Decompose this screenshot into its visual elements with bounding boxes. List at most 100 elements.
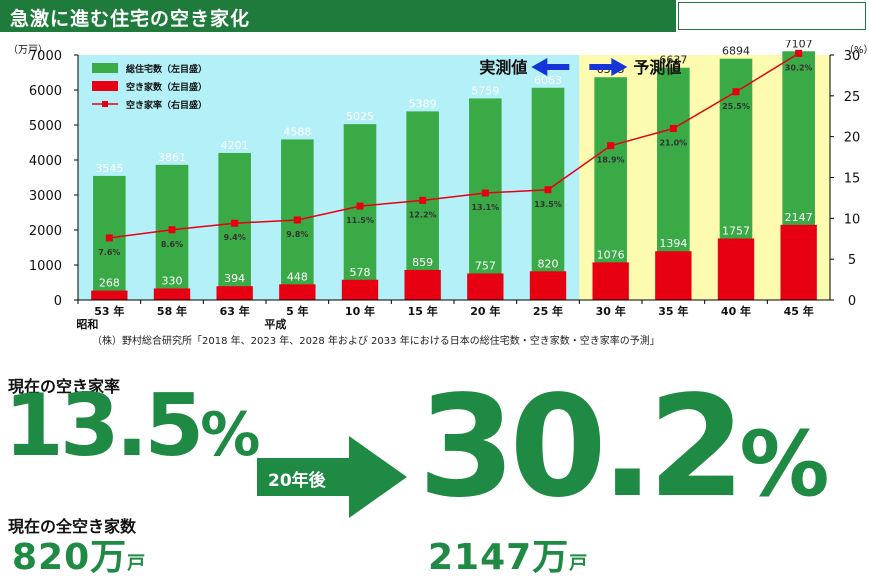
era-label-1: 平成 [264, 317, 286, 330]
right-tick-label-1: 5 [848, 253, 856, 268]
vacant-bar-9 [655, 251, 692, 300]
legend-label-vacant: 空き家数（左目盛） [126, 81, 207, 93]
region-labels: 実測値 予測値 [479, 58, 681, 77]
vacant-bar-0 [91, 290, 128, 300]
vacant-bar-4 [341, 279, 379, 300]
left-tick-label-4: 4000 [29, 154, 62, 169]
rate-label-0: 7.6% [98, 248, 120, 257]
arrow-left-icon [531, 58, 570, 76]
right-tick-label-4: 20 [844, 131, 861, 146]
right-tick-label-5: 25 [844, 90, 861, 105]
vacant-bar-3 [279, 284, 316, 300]
right-tick-label-6: 30 [844, 49, 861, 64]
legend-marker-rate [102, 101, 108, 107]
x-tick-label-4: 10 年 [345, 304, 375, 318]
x-tick-label-11: 45 年 [784, 304, 814, 318]
vacant-bar-6 [467, 273, 504, 300]
vacant-bar-8 [592, 262, 629, 300]
current-vacant-value: 820万戸 [12, 537, 147, 578]
rate-point-6 [481, 189, 489, 197]
total-housing-value-labels: 3545386142014588502553895759606363656637… [95, 40, 812, 175]
vacant-bar-10 [717, 238, 755, 300]
arrow-right-icon [257, 436, 407, 518]
rate-point-5 [419, 196, 427, 204]
left-tick-label-2: 2000 [29, 224, 62, 239]
vacancy-rate-line: 7.6% 8.6% 9.4% 9.8% 11.5% 12.2% 13.1% 13.5% 18.9… [98, 49, 813, 257]
x-tick-label-0: 53 年 [94, 304, 124, 318]
page-title: 急激に進む住宅の空き家化 [10, 8, 251, 30]
total-bar-4 [343, 124, 377, 300]
vacant-label-8: 1076 [597, 248, 625, 261]
rate-label-9: 21.0% [659, 139, 687, 148]
total-label-2: 4201 [221, 139, 249, 152]
rate-label-6: 13.1% [471, 203, 499, 212]
rate-label-11: 30.2% [785, 63, 813, 72]
vacant-label-0: 268 [99, 277, 120, 290]
rate-point-1 [168, 226, 176, 234]
arrow-right-blue-icon [589, 58, 628, 76]
vacant-value-labels: 268 330 394 448 578 859 757 820 1076 1394 1757 2147 [99, 211, 813, 290]
left-tick-label-7: 7000 [29, 49, 62, 64]
vacant-bar-5 [404, 269, 441, 300]
rate-label-8: 18.9% [597, 156, 625, 165]
vacant-label-1: 330 [162, 274, 183, 287]
vacant-label-11: 2147 [785, 211, 813, 224]
vacant-label-7: 820 [538, 257, 559, 270]
x-tick-label-2: 63 年 [220, 304, 250, 318]
housing-chart: 3545386142014588502553895759606363656637… [8, 40, 869, 330]
vacant-bar-1 [153, 288, 191, 300]
rate-point-2 [231, 219, 239, 227]
total-label-6: 5759 [471, 84, 499, 97]
left-tick-label-5: 5000 [29, 119, 62, 134]
right-axis-unit: （%） [844, 44, 869, 56]
rate-point-0 [105, 234, 113, 242]
vacant-label-9: 1394 [659, 237, 687, 250]
rate-label-5: 12.2% [409, 210, 437, 219]
region-label-actual: 実測値 [479, 58, 527, 77]
current-vacant-label: 現在の全空き家数 [8, 517, 137, 536]
total-label-9: 6637 [659, 54, 687, 67]
rate-label-7: 13.5% [534, 200, 562, 209]
vacant-bar-7 [529, 271, 567, 300]
left-axis-unit: （万戸） [8, 44, 48, 56]
era-label-0: 昭和 [76, 317, 98, 330]
rate-point-9 [669, 125, 677, 132]
vacant-label-3: 448 [287, 270, 308, 283]
total-label-7: 6063 [534, 74, 562, 87]
rate-point-10 [732, 88, 740, 96]
right-tick-label-3: 15 [844, 172, 861, 187]
region-label-forecast: 予測値 [633, 58, 681, 77]
vacant-label-4: 578 [350, 266, 371, 279]
rate-polyline [109, 52, 800, 239]
total-label-4: 5025 [346, 110, 374, 123]
vacant-label-10: 1757 [722, 225, 750, 238]
total-bar-6 [469, 98, 502, 300]
current-rate-value: 13.5% [4, 376, 260, 476]
total-label-5: 5389 [409, 97, 437, 110]
x-tick-label-1: 58 年 [157, 304, 187, 318]
vacant-bar-11 [780, 224, 817, 300]
total-label-10: 6894 [722, 45, 750, 58]
legend-swatch-vacant [92, 81, 118, 91]
x-tick-label-5: 15 年 [408, 304, 438, 318]
chart-axes: 0 1000 2000 3000 4000 5000 6000 7000（万戸） 0 5 10 15 2… [8, 44, 869, 330]
x-tick-label-10: 40 年 [721, 304, 751, 318]
legend-swatch-total [92, 63, 118, 73]
x-tick-label-8: 30 年 [596, 304, 626, 318]
rate-point-7 [544, 186, 552, 194]
x-tick-label-7: 25 年 [533, 304, 563, 318]
title-side-box [678, 2, 866, 30]
left-tick-label-6: 6000 [29, 84, 62, 99]
rate-label-1: 8.6% [161, 240, 183, 249]
rate-point-3 [293, 216, 301, 224]
total-bar-5 [406, 111, 439, 300]
x-tick-label-9: 35 年 [658, 304, 688, 318]
title-band [0, 0, 676, 32]
rate-point-4 [356, 202, 364, 210]
rate-label-4: 11.5% [346, 216, 374, 225]
rate-point-11 [795, 49, 803, 57]
vacant-label-2: 394 [224, 272, 245, 285]
vacant-bar-2 [216, 286, 253, 300]
rate-point-8 [607, 142, 615, 150]
rate-label-3: 9.8% [286, 230, 308, 239]
